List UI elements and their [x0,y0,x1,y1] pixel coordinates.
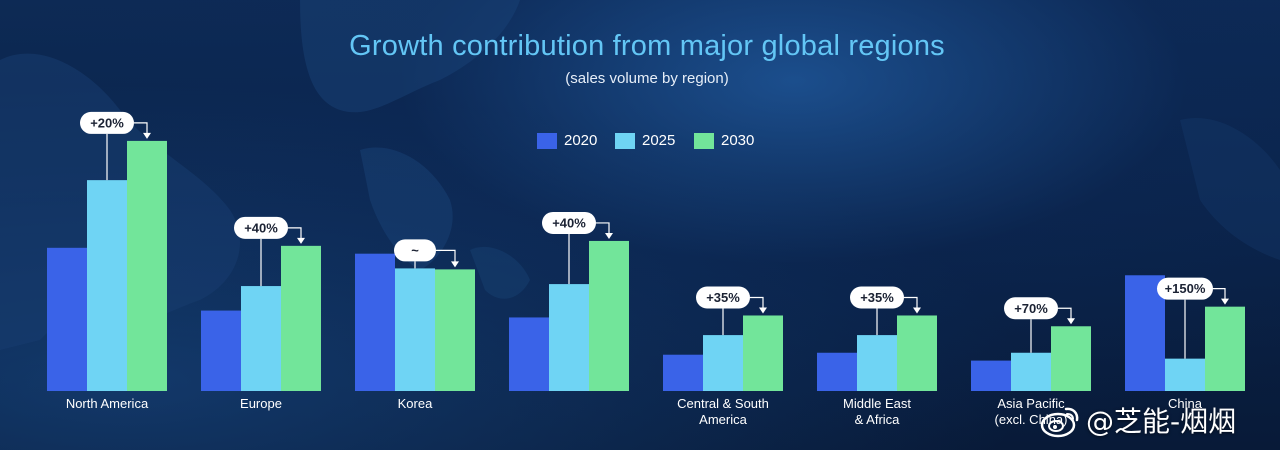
legend-label-2030: 2030 [721,132,755,149]
annotation-arrow-line [750,296,764,311]
annotation-label: +35% [706,290,740,305]
annotation-label: +150% [1165,281,1206,296]
legend-swatch-2030 [694,133,714,149]
bar-2030-china [1205,306,1245,391]
annotation-bubble [234,216,288,239]
annotation-bubble [1004,297,1058,320]
bar-2030-north-america [127,140,167,391]
bar-2020-central-south-america [663,354,703,391]
weibo-logo-icon [1040,407,1079,438]
annotation-arrow-line [134,122,148,136]
bar-2020-asia-pacific-excl-china- [971,360,1011,391]
annotation-arrowhead-icon [605,232,613,239]
annotation-arrowhead-icon [759,307,767,314]
annotation-bubble [696,286,750,309]
annotation-arrow-line [288,227,302,241]
annotation-arrowhead-icon [451,261,459,268]
bar-2025-europe [241,286,281,391]
annotation-label: +20% [90,115,124,130]
legend-swatch-2020 [537,133,557,149]
annotation-bubble [542,211,596,234]
bar-2030-europe [281,245,321,391]
annotation-arrowhead-icon [913,307,921,314]
category-label: Central & South America [677,396,769,427]
annotation-arrow-line [596,222,610,236]
annotation-bubble [394,239,436,262]
bar-2025-unlabeled [549,284,589,391]
bar-2020-unlabeled [509,317,549,391]
bar-2030-asia-pacific-excl-china- [1051,326,1091,391]
annotation-arrowhead-icon [1067,318,1075,325]
annotation-arrow-line [1213,288,1226,302]
chart-title: Growth contribution from major global re… [349,30,945,62]
category-label: Korea [398,396,433,411]
annotation-arrow-line [1058,307,1072,322]
watermark-text: @芝能-烟烟 [1086,405,1237,438]
annotation-arrow-line [904,296,918,311]
annotation-arrowhead-icon [297,237,305,244]
bar-2025-korea [395,268,435,391]
bar-2030-unlabeled [589,240,629,391]
legend-label-2020: 2020 [564,132,598,149]
legend-swatch-2025 [615,133,635,149]
bar-2025-china [1165,358,1205,391]
annotation-arrowhead-icon [1221,298,1229,305]
annotation-label: ~ [411,243,419,258]
annotation-arrow-line [436,249,456,265]
category-label: Middle East & Africa [843,396,911,427]
bar-2025-central-south-america [703,335,743,391]
annotation-arrowhead-icon [143,132,151,139]
bar-2025-middle-east-africa [857,335,897,391]
bar-2020-china [1125,275,1165,391]
chart-subtitle: (sales volume by region) [565,70,729,87]
bar-2025-asia-pacific-excl-china- [1011,352,1051,391]
category-label: North America [66,396,149,411]
annotation-bubble [1157,277,1213,300]
annotation-label: +40% [552,215,586,230]
bar-2020-north-america [47,247,87,391]
annotation-label: +35% [860,290,894,305]
annotation-bubble [80,111,134,134]
bar-2020-middle-east-africa [817,352,857,391]
bar-2020-korea [355,253,395,391]
bar-2020-europe [201,310,241,391]
category-label: China [1168,396,1203,411]
bar-2030-central-south-america [743,315,783,391]
category-label: Europe [240,396,282,411]
legend-label-2025: 2025 [642,132,676,149]
bar-2025-north-america [87,180,127,391]
bar-2030-korea [435,269,475,391]
annotation-label: +70% [1014,301,1048,316]
bar-2030-middle-east-africa [897,315,937,391]
annotation-bubble [850,286,904,309]
annotation-label: +40% [244,220,278,235]
